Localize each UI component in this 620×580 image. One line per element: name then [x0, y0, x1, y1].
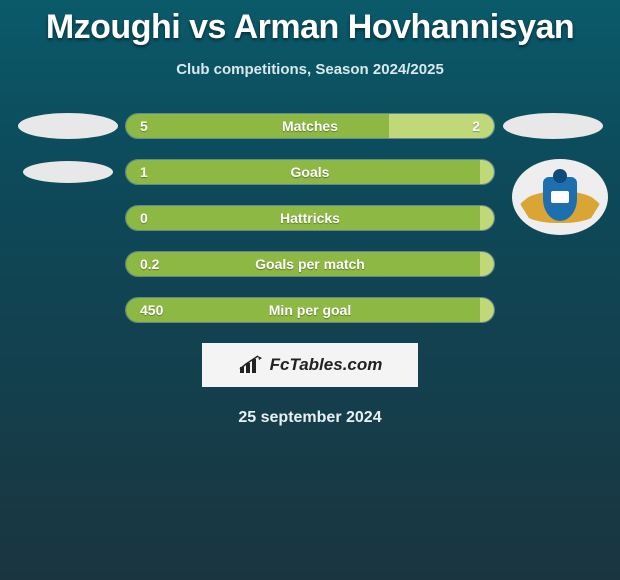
page-title: Mzoughi vs Arman Hovhannisyan: [0, 0, 620, 47]
stat-bar: 0 Hattricks: [125, 205, 495, 231]
stat-value-left: 0: [126, 210, 148, 226]
stat-value-right: 2: [472, 118, 494, 134]
player-right-placeholder: [503, 113, 603, 139]
stat-bar: 5 2 Matches: [125, 113, 495, 139]
right-slot: [495, 113, 610, 139]
stat-bar: 0.2 Goals per match: [125, 251, 495, 277]
club-left-placeholder: [23, 161, 113, 183]
stat-bar-right: [480, 252, 494, 276]
stat-bar-right: [480, 160, 494, 184]
stat-bar: 1 Goals: [125, 159, 495, 185]
stat-value-left: 0.2: [126, 256, 159, 272]
stat-label: Goals: [291, 164, 330, 180]
stat-bar-right: [480, 206, 494, 230]
left-slot: [10, 113, 125, 139]
stat-row-gpm: 0.2 Goals per match: [10, 251, 610, 277]
stats-content: 5 2 Matches 1 Goals 0: [0, 113, 620, 323]
stat-label: Hattricks: [280, 210, 340, 226]
chart-icon: [238, 355, 264, 375]
stat-value-left: 1: [126, 164, 148, 180]
stat-bar-left: 5: [126, 114, 389, 138]
stat-bar: 450 Min per goal: [125, 297, 495, 323]
left-slot: [10, 161, 125, 183]
stat-bar-right: [480, 298, 494, 322]
stat-value-left: 450: [126, 302, 163, 318]
stat-label: Matches: [282, 118, 338, 134]
watermark-text: FcTables.com: [270, 355, 383, 375]
stat-row-matches: 5 2 Matches: [10, 113, 610, 139]
watermark[interactable]: FcTables.com: [202, 343, 418, 387]
club-right-badge: [512, 159, 608, 235]
badge-graphic: [532, 169, 588, 225]
player-left-placeholder: [18, 113, 118, 139]
stat-label: Goals per match: [255, 256, 365, 272]
snapshot-date: 25 september 2024: [0, 409, 620, 427]
page-subtitle: Club competitions, Season 2024/2025: [0, 61, 620, 78]
stat-bar-right: 2: [389, 114, 494, 138]
stat-label: Min per goal: [269, 302, 351, 318]
stat-row-mpg: 450 Min per goal: [10, 297, 610, 323]
stat-value-left: 5: [126, 118, 148, 134]
